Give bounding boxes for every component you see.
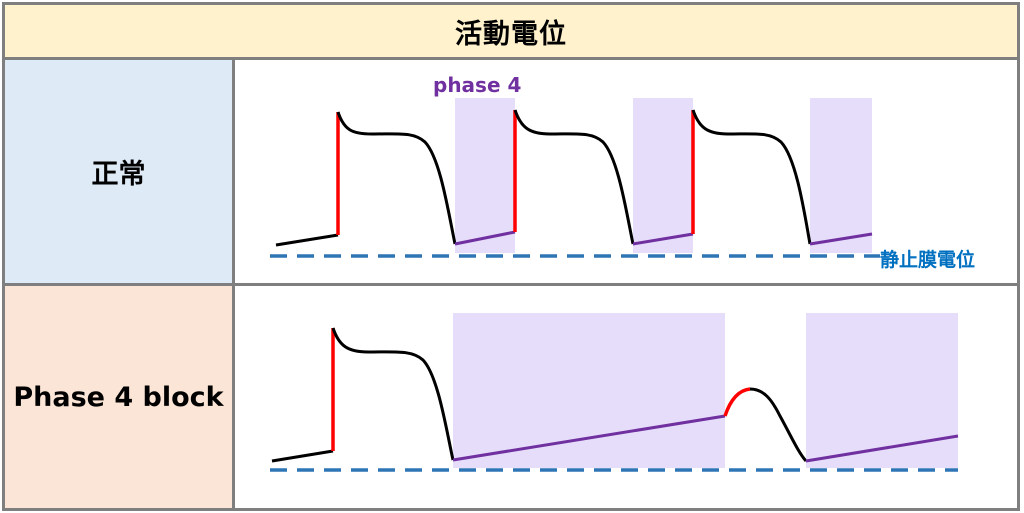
weak-action-potential <box>749 387 808 462</box>
block-action-potential <box>331 327 455 461</box>
action-potential-2 <box>513 109 635 245</box>
normal-waveforms: phase 4 静止膜電位 <box>270 73 975 271</box>
phase4-region-3 <box>810 98 872 253</box>
block-initial-baseline <box>271 449 334 463</box>
phase4-slope-2 <box>632 232 694 246</box>
resting-potential-annotation: 静止膜電位 <box>880 248 975 271</box>
title-cell: 活動電位 <box>2 2 1020 60</box>
block-phase4-slope-2 <box>805 434 959 463</box>
action-potential-1 <box>336 111 457 245</box>
phase4-region-2 <box>633 98 693 253</box>
block-waveforms <box>270 313 959 472</box>
row-label-block: Phase 4 block <box>2 283 235 511</box>
phase4-region-1 <box>455 98 515 253</box>
normal-label: 正常 <box>91 159 146 190</box>
phase4-annotation: phase 4 <box>433 73 521 97</box>
phase4-block-label: Phase 4 block <box>13 381 224 413</box>
initial-baseline <box>275 233 339 247</box>
phase4-block-region-2 <box>806 313 958 468</box>
plot-cell-normal <box>232 57 1020 286</box>
phase4-slope-1 <box>454 230 516 246</box>
weak-upstroke <box>723 387 751 417</box>
block-phase4-slope-long <box>452 414 726 462</box>
phase4-block-region-1 <box>453 313 725 468</box>
phase4-slope-3 <box>809 232 873 246</box>
action-potential-3 <box>691 109 812 245</box>
diagram-title: 活動電位 <box>455 18 567 50</box>
